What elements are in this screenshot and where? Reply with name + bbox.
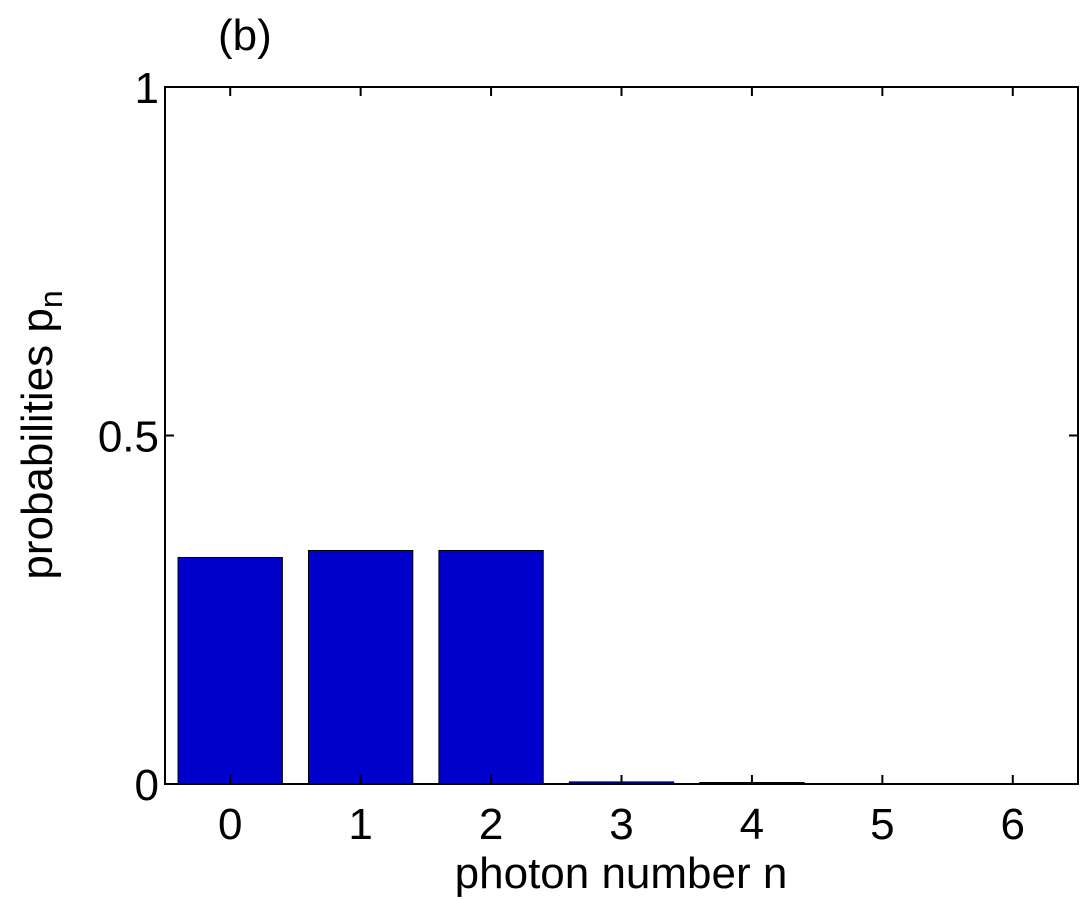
y-tick-label: 0 [135,761,159,810]
x-tick-label: 4 [740,800,764,849]
y-axis-label-main: probabilities p [13,308,62,580]
y-axis-label-subscript: n [33,290,69,308]
x-tick-label: 1 [348,800,372,849]
x-tick-label: 3 [609,800,633,849]
bars-group [177,550,805,785]
x-tick-label: 6 [1001,800,1025,849]
y-tick-label: 1 [135,64,159,113]
x-axis-label: photon number n [455,849,788,898]
y-axis-label-group: probabilities pn [13,290,69,579]
panel-label: (b) [218,11,272,60]
y-axis-label: probabilities pn [13,290,69,579]
bar-2 [438,550,544,785]
x-tick-label: 5 [870,800,894,849]
x-tick-label: 0 [218,800,242,849]
bar-1 [307,550,414,785]
x-ticks-group: 0 1 2 3 4 5 6 [218,87,1025,849]
y-ticks-group: 00.51 [98,64,1078,810]
axes-frame [164,86,1079,785]
x-tick-label: 2 [479,800,503,849]
y-tick-label: 0.5 [98,413,159,462]
bar-0 [177,556,283,785]
